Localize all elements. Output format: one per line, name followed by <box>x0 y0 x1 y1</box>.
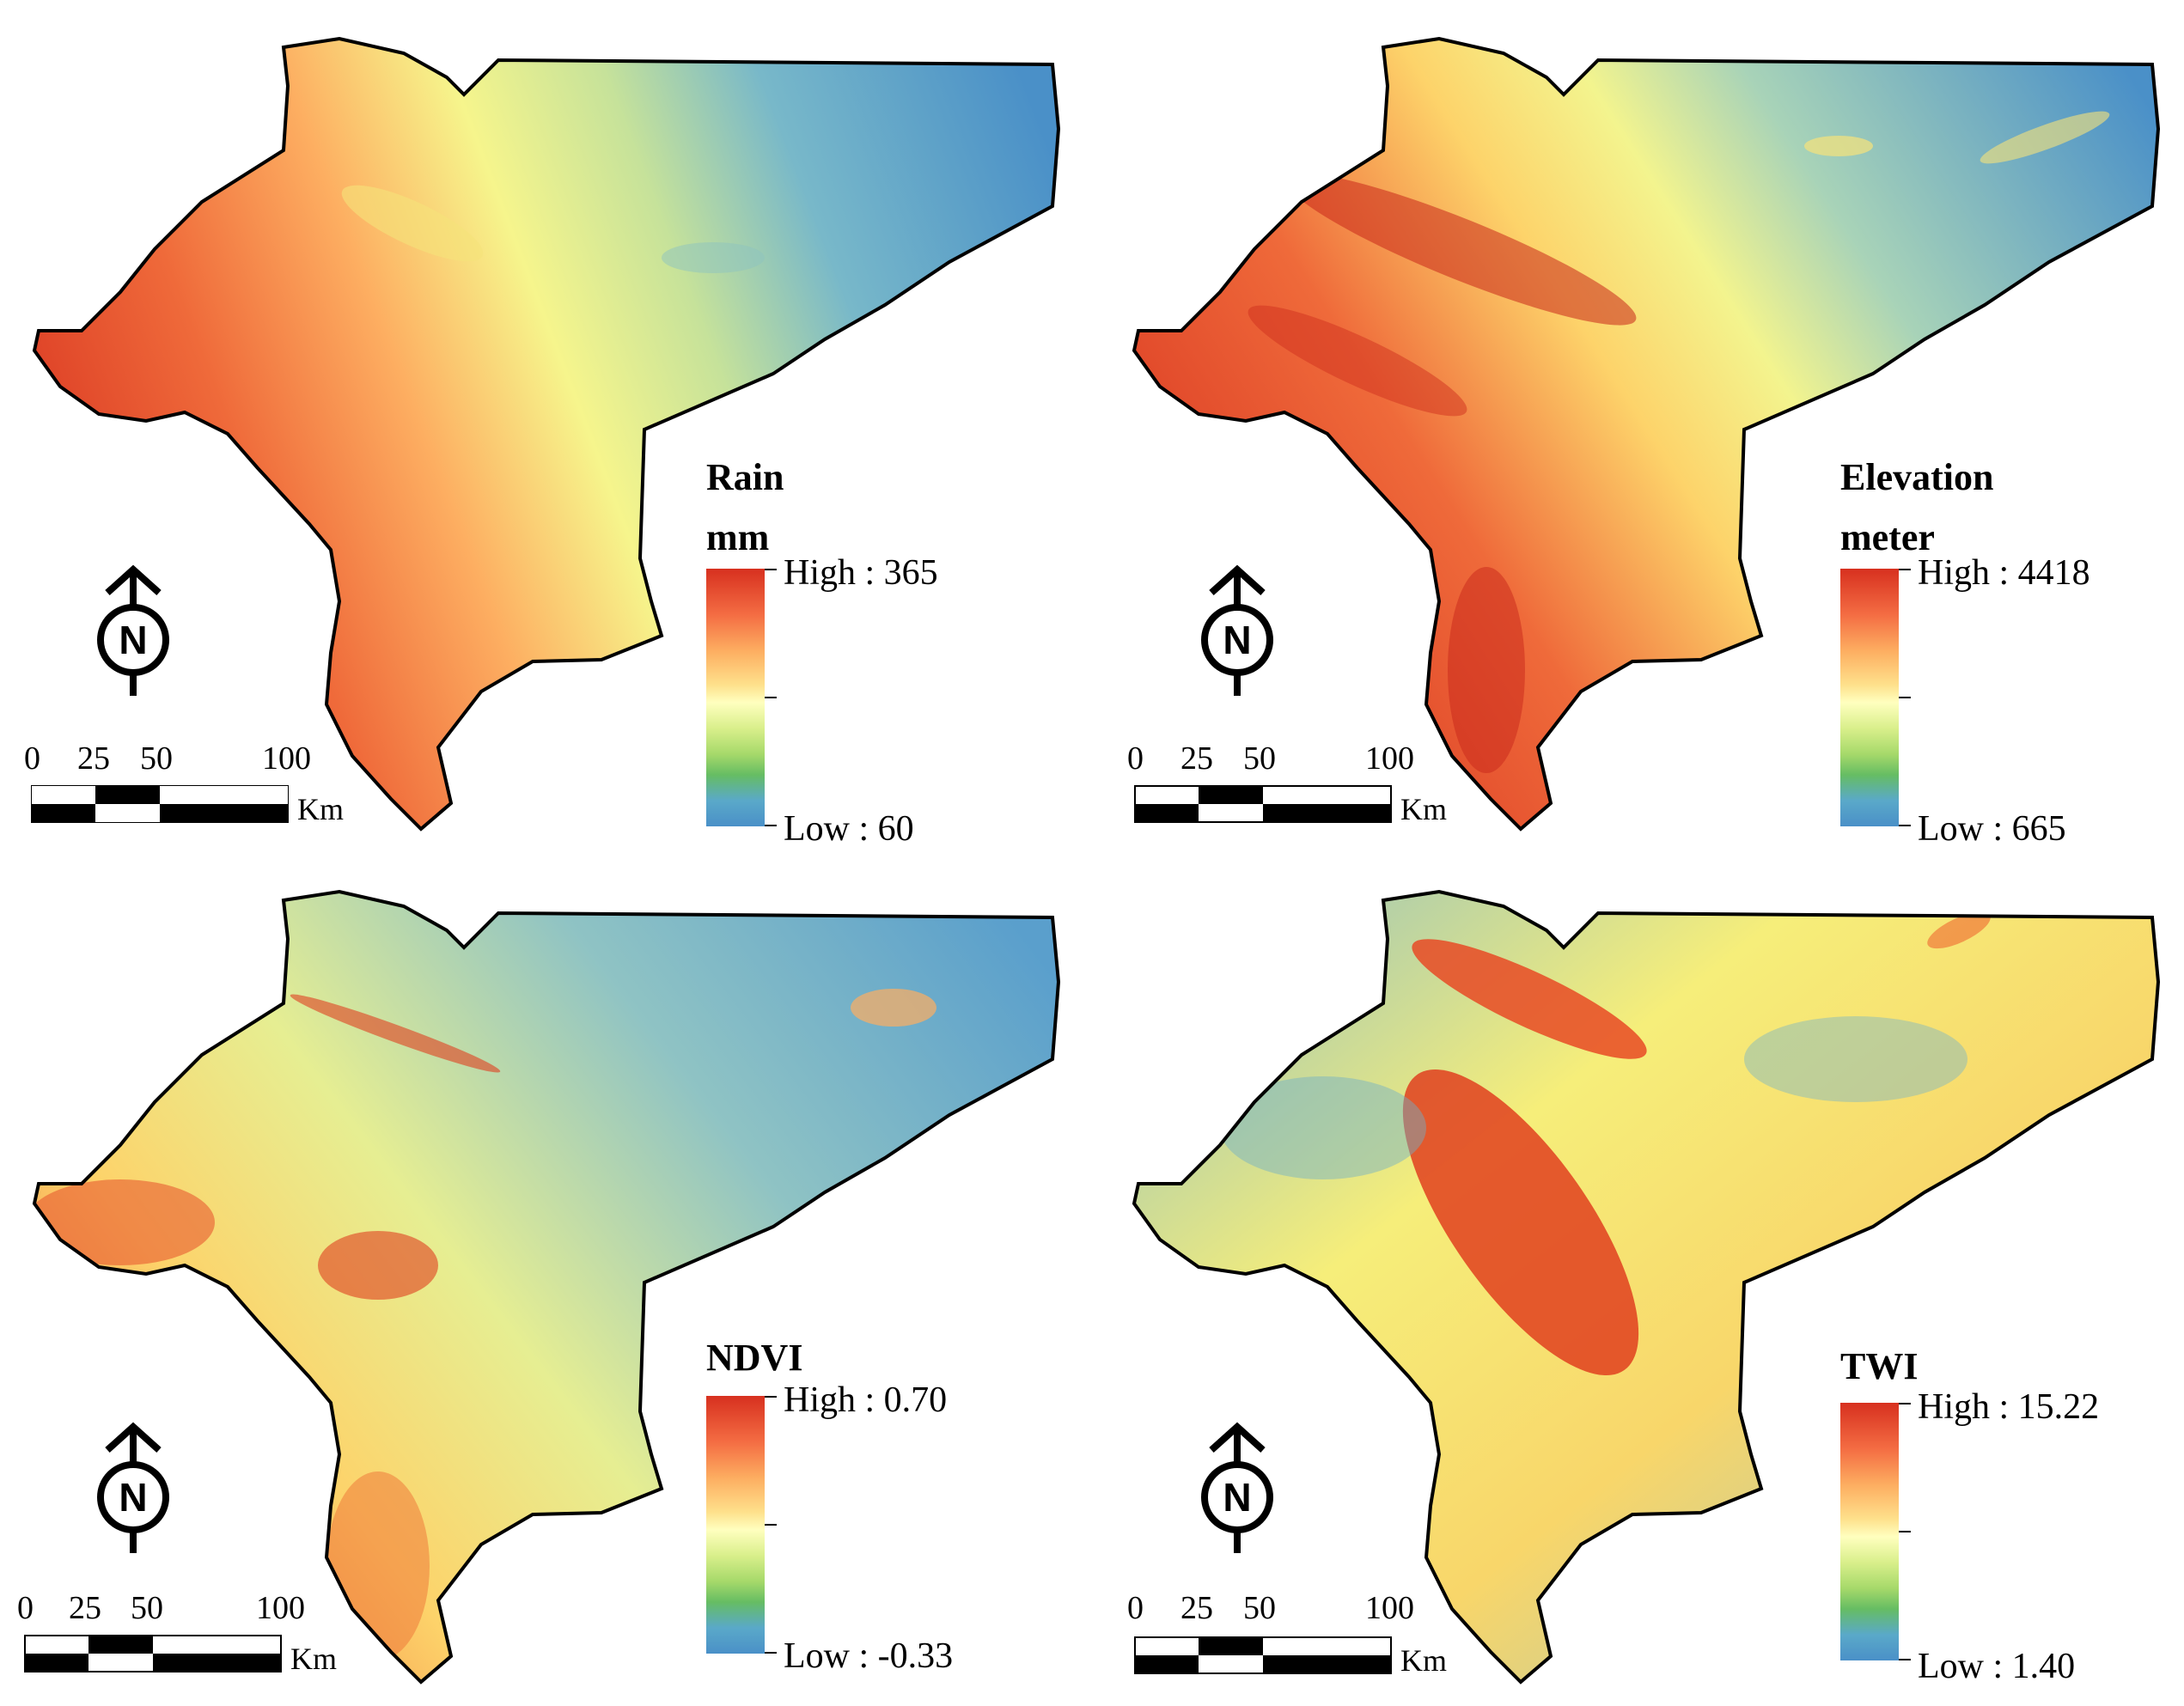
scale-tick-100: 100 <box>1365 740 1414 777</box>
north-arrow-icon: N <box>1201 1422 1273 1553</box>
legend-high-label: High : 15.22 <box>1918 1387 2100 1427</box>
legend-title: Elevation <box>1840 456 1994 498</box>
scale-tick-0: 0 <box>17 1590 34 1626</box>
scale-tick-100: 100 <box>1365 1590 1414 1626</box>
scale-tick-100: 100 <box>256 1590 305 1626</box>
scale-tick-50: 50 <box>1243 740 1276 777</box>
scale-bar <box>1134 785 1392 823</box>
scale-unit: Km <box>290 1642 337 1676</box>
scale-bar <box>1134 1636 1392 1674</box>
north-letter: N <box>1223 618 1251 662</box>
ndvi-map <box>33 890 1060 1684</box>
legend-unit: meter <box>1840 516 1935 558</box>
rain-map <box>33 37 1060 831</box>
elevation-map <box>1132 37 2160 831</box>
legend-low-label: Low : -0.33 <box>784 1636 954 1676</box>
scale-tick-0: 0 <box>1127 1590 1144 1626</box>
scale-bar <box>31 785 289 823</box>
legend-title: Rain <box>706 456 784 498</box>
north-arrow-icon: N <box>97 564 169 696</box>
color-ramp <box>1840 569 1911 826</box>
scale-tick-0: 0 <box>1127 740 1144 777</box>
legend-low-label: Low : 1.40 <box>1918 1647 2076 1686</box>
legend-unit: mm <box>706 516 770 558</box>
scale-tick-0: 0 <box>24 740 40 777</box>
north-arrow-icon: N <box>1201 564 1273 696</box>
scale-unit: Km <box>1400 1643 1447 1678</box>
legend-low-label: Low : 665 <box>1918 809 2066 849</box>
scale-tick-25: 25 <box>69 1590 101 1626</box>
panel-ndvi: NDVI High : 0.70 Low : -0.33 N 0 25 50 1… <box>0 853 1092 1706</box>
panel-elevation: Elevation meter High : 4418 Low : 665 N … <box>1100 0 2184 853</box>
scale-tick-50: 50 <box>131 1590 163 1626</box>
legend-high-label: High : 4418 <box>1918 553 2090 593</box>
legend-title: NDVI <box>706 1337 803 1379</box>
scale-tick-50: 50 <box>1243 1590 1276 1626</box>
legend-title: TWI <box>1840 1345 1919 1387</box>
twi-map <box>1132 890 2160 1684</box>
panel-rain: Rain mm High : 365 Low : 60 N 0 25 50 10… <box>0 0 1092 853</box>
legend-high-label: High : 365 <box>784 553 938 593</box>
color-ramp <box>706 1396 777 1654</box>
panel-twi: TWI High : 15.22 Low : 1.40 N 0 25 50 10… <box>1100 853 2184 1706</box>
scale-tick-25: 25 <box>77 740 110 777</box>
north-letter: N <box>1223 1475 1251 1520</box>
color-ramp <box>706 569 777 826</box>
scale-unit: Km <box>297 792 344 826</box>
north-arrow-icon: N <box>97 1422 169 1553</box>
legend-high-label: High : 0.70 <box>784 1380 948 1420</box>
scale-tick-25: 25 <box>1180 1590 1213 1626</box>
legend-low-label: Low : 60 <box>784 809 914 849</box>
north-letter: N <box>119 1475 147 1520</box>
scale-tick-50: 50 <box>140 740 173 777</box>
scale-unit: Km <box>1400 792 1447 826</box>
scale-bar <box>24 1635 282 1672</box>
scale-tick-25: 25 <box>1180 740 1213 777</box>
north-letter: N <box>119 618 147 662</box>
scale-tick-100: 100 <box>262 740 311 777</box>
color-ramp <box>1840 1403 1911 1660</box>
